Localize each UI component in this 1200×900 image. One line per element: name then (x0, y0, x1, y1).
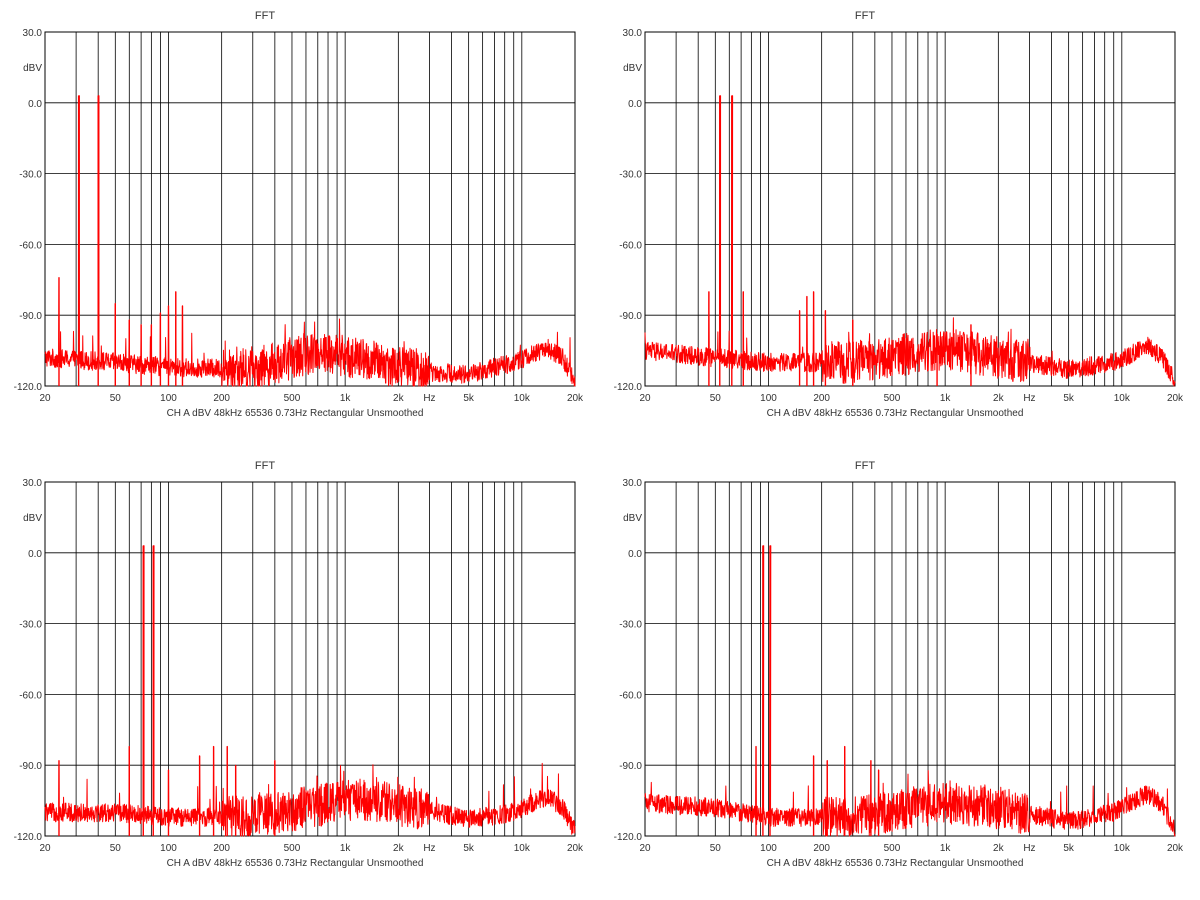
x-tick-label: 20 (39, 393, 51, 404)
y-axis-unit: dBV (623, 63, 642, 74)
y-tick-label: 0.0 (28, 549, 42, 560)
x-tick-label: 2k (993, 393, 1005, 404)
y-tick-label: -30.0 (619, 170, 642, 181)
x-tick-label: 100 (160, 843, 177, 854)
fft-panel-4: FFTdBVCLIO30.00.0-30.0-60.0-90.0-120.020… (614, 460, 1184, 869)
plot-frame (44, 481, 576, 837)
x-tick-label: 50 (110, 393, 122, 404)
plot-frame (44, 31, 576, 387)
plot-frame (644, 481, 1176, 837)
y-tick-label: 0.0 (28, 99, 42, 110)
x-tick-label: 2k (393, 393, 405, 404)
x-tick-label: 20k (567, 393, 584, 404)
x-tick-label: 20 (639, 843, 651, 854)
y-axis-unit: dBV (23, 63, 42, 74)
x-axis-unit: Hz (1023, 393, 1035, 404)
y-tick-label: -60.0 (19, 690, 42, 701)
x-tick-label: 2k (393, 843, 405, 854)
x-tick-label: 200 (813, 843, 830, 854)
x-tick-label: 200 (213, 393, 230, 404)
y-tick-label: 30.0 (623, 28, 643, 39)
x-tick-label: 5k (463, 393, 475, 404)
x-tick-label: 1k (940, 393, 952, 404)
x-tick-label: 20k (1167, 843, 1184, 854)
x-tick-label: 10k (1114, 393, 1131, 404)
y-tick-label: 0.0 (628, 549, 642, 560)
x-tick-label: 2k (993, 843, 1005, 854)
x-tick-label: 200 (213, 843, 230, 854)
y-tick-label: -120.0 (614, 382, 643, 393)
x-tick-label: 10k (514, 843, 531, 854)
plot-frame (644, 31, 1176, 387)
x-axis-unit: Hz (1023, 843, 1035, 854)
x-tick-label: 1k (340, 393, 352, 404)
x-tick-label: 5k (1063, 393, 1075, 404)
y-tick-label: -90.0 (619, 761, 642, 772)
fft-panel-3: FFTdBVCLIO30.00.0-30.0-60.0-90.0-120.020… (14, 460, 584, 869)
chart-title: FFT (255, 460, 275, 472)
x-tick-label: 200 (813, 393, 830, 404)
x-tick-label: 10k (514, 393, 531, 404)
x-tick-label: 100 (160, 393, 177, 404)
y-tick-label: -60.0 (619, 240, 642, 251)
x-tick-label: 20 (39, 843, 51, 854)
y-tick-label: -60.0 (19, 240, 42, 251)
x-tick-label: 50 (110, 843, 122, 854)
y-tick-label: -30.0 (19, 170, 42, 181)
x-tick-label: 50 (710, 843, 722, 854)
y-axis-unit: dBV (623, 513, 642, 524)
y-tick-label: -30.0 (619, 620, 642, 631)
y-tick-label: -120.0 (14, 382, 43, 393)
y-tick-label: -30.0 (19, 620, 42, 631)
x-tick-label: 1k (340, 843, 352, 854)
y-tick-label: 0.0 (628, 99, 642, 110)
x-tick-label: 5k (1063, 843, 1075, 854)
y-tick-label: 30.0 (623, 478, 643, 489)
y-axis-unit: dBV (23, 513, 42, 524)
fft-panel-2: FFTdBVCLIO30.00.0-30.0-60.0-90.0-120.020… (614, 10, 1184, 419)
y-tick-label: -60.0 (619, 690, 642, 701)
x-tick-label: 1k (940, 843, 952, 854)
y-tick-label: -120.0 (14, 832, 43, 843)
spectrum-trace (44, 95, 576, 387)
measurement-settings: CH A dBV 48kHz 65536 0.73Hz Rectangular … (767, 858, 1024, 869)
y-tick-label: -120.0 (614, 832, 643, 843)
y-tick-label: -90.0 (619, 311, 642, 322)
measurement-settings: CH A dBV 48kHz 65536 0.73Hz Rectangular … (767, 408, 1024, 419)
x-tick-label: 50 (710, 393, 722, 404)
measurement-settings: CH A dBV 48kHz 65536 0.73Hz Rectangular … (167, 408, 424, 419)
x-tick-label: 20k (1167, 393, 1184, 404)
spectrum-trace (644, 545, 1176, 837)
chart-title: FFT (855, 10, 875, 22)
x-tick-label: 20 (639, 393, 651, 404)
chart-title: FFT (255, 10, 275, 22)
x-tick-label: 100 (760, 843, 777, 854)
y-tick-label: 30.0 (23, 28, 43, 39)
x-tick-label: 500 (884, 843, 901, 854)
spectrum-trace (44, 545, 576, 837)
x-tick-label: 100 (760, 393, 777, 404)
x-tick-label: 20k (567, 843, 584, 854)
spectrum-trace (644, 95, 1176, 387)
y-tick-label: 30.0 (23, 478, 43, 489)
fft-panel-1: FFTdBVCLIO30.00.0-30.0-60.0-90.0-120.020… (14, 10, 584, 419)
x-tick-label: 500 (284, 393, 301, 404)
chart-title: FFT (855, 460, 875, 472)
x-axis-unit: Hz (423, 843, 435, 854)
x-tick-label: 500 (884, 393, 901, 404)
x-axis-unit: Hz (423, 393, 435, 404)
x-tick-label: 10k (1114, 843, 1131, 854)
x-tick-label: 5k (463, 843, 475, 854)
x-tick-label: 500 (284, 843, 301, 854)
y-tick-label: -90.0 (19, 761, 42, 772)
y-tick-label: -90.0 (19, 311, 42, 322)
measurement-settings: CH A dBV 48kHz 65536 0.73Hz Rectangular … (167, 858, 424, 869)
